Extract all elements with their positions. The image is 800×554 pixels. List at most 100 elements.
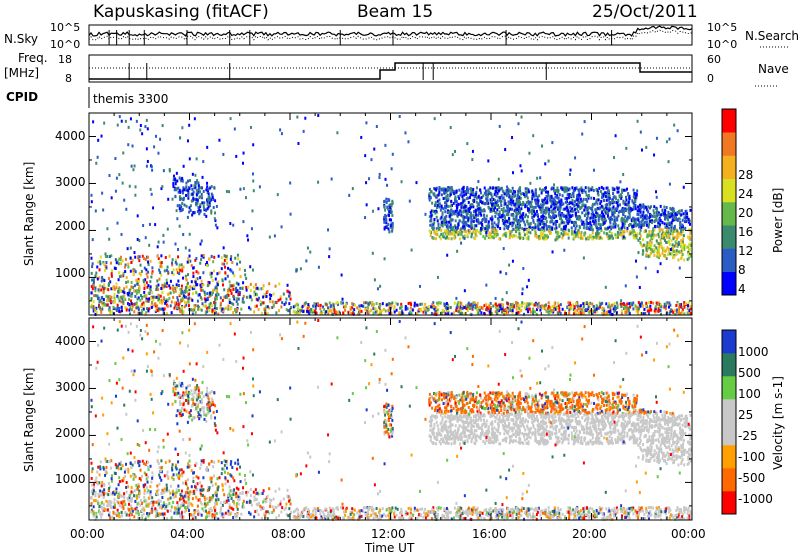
power-cell bbox=[99, 262, 102, 266]
power-cell bbox=[386, 225, 389, 229]
power-cell bbox=[105, 294, 108, 298]
power-cell bbox=[591, 231, 594, 235]
power-cell bbox=[580, 230, 583, 234]
velocity-heatmap bbox=[90, 319, 692, 521]
beam-label: Beam 15 bbox=[357, 2, 433, 22]
power-cell bbox=[164, 301, 167, 305]
power-cell bbox=[259, 299, 262, 303]
power-cell bbox=[547, 304, 550, 308]
power-cell bbox=[489, 198, 492, 202]
power-cell bbox=[534, 205, 537, 209]
power-cell bbox=[433, 312, 436, 316]
power-cell bbox=[253, 310, 256, 314]
power-cell bbox=[572, 233, 575, 237]
power-cell bbox=[555, 205, 558, 209]
power-cell bbox=[578, 190, 581, 194]
power-cell bbox=[166, 281, 169, 285]
power-cell bbox=[560, 221, 563, 225]
power-cell bbox=[308, 305, 311, 309]
power-cell bbox=[181, 208, 184, 212]
power-cell bbox=[667, 253, 670, 257]
power-cell bbox=[530, 302, 533, 306]
power-cell bbox=[548, 215, 551, 219]
power-cell bbox=[496, 186, 499, 190]
power-cell bbox=[294, 304, 297, 308]
power-cell bbox=[670, 227, 673, 231]
power-cell bbox=[472, 301, 475, 305]
power-cell bbox=[589, 225, 592, 229]
power-cell bbox=[147, 284, 150, 288]
power-cell bbox=[109, 280, 112, 284]
power-cell bbox=[103, 279, 106, 283]
power-cell bbox=[647, 225, 650, 229]
power-cell bbox=[591, 208, 594, 212]
power-cell bbox=[519, 186, 522, 190]
power-cell bbox=[376, 287, 379, 291]
power-cell bbox=[198, 212, 201, 216]
power-cell bbox=[526, 232, 529, 236]
power-cell bbox=[645, 214, 648, 218]
power-cell bbox=[118, 299, 121, 303]
power-cell bbox=[199, 286, 202, 290]
power-cell bbox=[113, 298, 116, 302]
power-cell bbox=[191, 213, 194, 217]
power-cell bbox=[340, 301, 343, 305]
power-cell bbox=[503, 312, 506, 316]
power-cell bbox=[518, 306, 521, 310]
power-cell bbox=[182, 186, 185, 190]
power-cell bbox=[492, 186, 495, 190]
power-cell bbox=[504, 216, 507, 220]
power-cell bbox=[430, 190, 433, 194]
power-cell bbox=[614, 225, 617, 229]
power-cell bbox=[549, 306, 552, 310]
power-cell bbox=[536, 198, 539, 202]
power-cell bbox=[501, 213, 504, 217]
power-cell bbox=[494, 206, 497, 210]
power-cell bbox=[378, 305, 381, 309]
power-cell bbox=[465, 215, 468, 219]
power-cell bbox=[427, 305, 430, 309]
power-cell bbox=[150, 296, 153, 300]
power-cell bbox=[344, 303, 347, 307]
power-cell bbox=[503, 308, 506, 312]
power-cell bbox=[607, 212, 610, 216]
velocity-cell bbox=[215, 500, 218, 504]
power-cell bbox=[549, 310, 552, 314]
power-cell bbox=[557, 301, 560, 305]
power-cell bbox=[483, 209, 486, 213]
power-cell bbox=[537, 221, 540, 225]
power-cell bbox=[541, 214, 544, 218]
power-cell bbox=[136, 214, 139, 218]
power-cell bbox=[670, 239, 673, 243]
power-cell bbox=[579, 197, 582, 201]
power-cell bbox=[686, 307, 689, 311]
power-cell bbox=[566, 213, 569, 217]
velocity-cell bbox=[643, 512, 646, 516]
power-cell bbox=[453, 234, 456, 238]
power-cell bbox=[131, 285, 134, 289]
freq-unit: [MHz] bbox=[4, 66, 39, 80]
power-cell bbox=[130, 281, 133, 285]
power-cell bbox=[584, 308, 587, 312]
power-cell bbox=[435, 209, 438, 213]
power-cell bbox=[471, 199, 474, 203]
power-cell bbox=[205, 261, 208, 265]
power-cell bbox=[571, 209, 574, 213]
power-cell bbox=[104, 252, 107, 256]
power-cell bbox=[671, 206, 674, 210]
power-cell bbox=[557, 189, 560, 193]
power-cell bbox=[507, 208, 510, 212]
power-cell bbox=[443, 216, 446, 220]
power-cell bbox=[515, 216, 518, 220]
power-cell bbox=[627, 202, 630, 206]
power-cell bbox=[541, 144, 544, 148]
power-cell bbox=[686, 257, 689, 261]
power-cell bbox=[660, 243, 663, 247]
power-cell bbox=[438, 205, 441, 209]
power-cell bbox=[569, 305, 572, 309]
power-cell bbox=[92, 305, 95, 309]
power-cell bbox=[216, 226, 219, 230]
power-cell bbox=[659, 262, 662, 266]
power-cell bbox=[583, 208, 586, 212]
power-cell bbox=[536, 224, 539, 228]
